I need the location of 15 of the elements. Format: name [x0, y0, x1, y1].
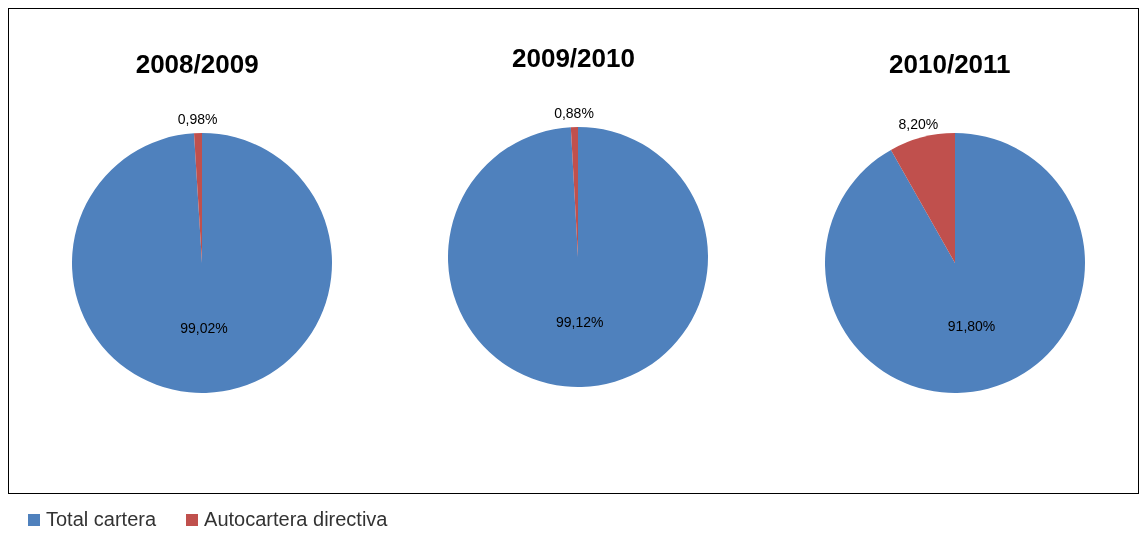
chart-title: 2009/2010 — [512, 43, 635, 75]
pie-slice — [448, 127, 709, 387]
legend-label: Total cartera — [46, 508, 157, 531]
data-label: 99,02% — [180, 319, 228, 336]
data-label: 99,12% — [556, 313, 605, 330]
data-label: 91,80% — [947, 317, 996, 334]
chart-title: 2010/2011 — [889, 49, 1011, 81]
data-label: 8,20% — [898, 115, 938, 132]
pie-slice — [72, 133, 333, 393]
data-label: 0,98% — [177, 111, 218, 128]
chart-title: 2008/2009 — [135, 49, 259, 81]
pie-slice — [824, 133, 1085, 393]
data-label: 0,88% — [554, 105, 595, 122]
pie-slice — [890, 133, 955, 263]
legend-label: Autocartera directiva — [204, 508, 388, 531]
